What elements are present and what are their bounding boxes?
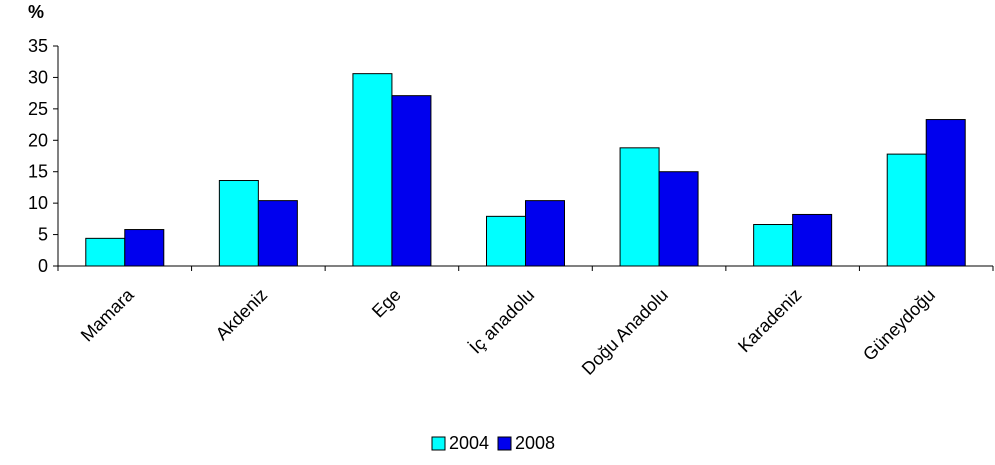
category-label: Doğu Anadolu [578,285,672,379]
x-axis-labels: Mamara Akdeniz Ege İç anadolu Doğu Anadolu Ka… [77,284,939,379]
y-tick-label: 25 [28,99,48,119]
legend: 2004 2008 [431,433,555,453]
legend-swatch-2004 [431,436,446,451]
axes [57,46,994,271]
bar-2004-4 [619,147,660,267]
y-tick-label: 10 [28,193,48,213]
y-tick-label: 5 [38,225,48,245]
bar-2008-2 [391,95,432,267]
category-label: Karadeniz [734,285,805,356]
bar-2004-1 [218,180,259,267]
category-label: Güneydoğu [859,285,939,365]
bar-2008-1 [257,200,298,267]
y-tick-label: 0 [38,256,48,276]
bar-2004-5 [753,224,794,267]
bar-2004-3 [486,215,526,267]
bar-2004-0 [85,237,126,267]
y-axis-ticks: 0 5 10 15 20 25 30 35 [28,36,58,276]
legend-label: 2004 [449,433,489,453]
bar-2008-3 [525,200,565,267]
category-label: Akdeniz [212,285,271,344]
legend-swatch-2008 [497,436,512,451]
bars [85,73,966,267]
category-label: Ege [368,285,405,322]
category-label: İç anadolu [465,285,538,358]
bar-2008-0 [124,229,165,267]
y-tick-label: 15 [28,162,48,182]
bar-2008-6 [925,119,966,267]
y-axis-unit-label: % [28,2,44,22]
y-tick-label: 35 [28,36,48,56]
bar-2004-2 [352,73,393,267]
bar-2008-5 [792,213,833,267]
y-tick-label: 30 [28,67,48,87]
y-tick-label: 20 [28,130,48,150]
bar-2008-4 [658,171,699,267]
bar-2004-6 [886,153,927,267]
category-label: Mamara [77,284,139,346]
legend-label: 2008 [515,433,555,453]
